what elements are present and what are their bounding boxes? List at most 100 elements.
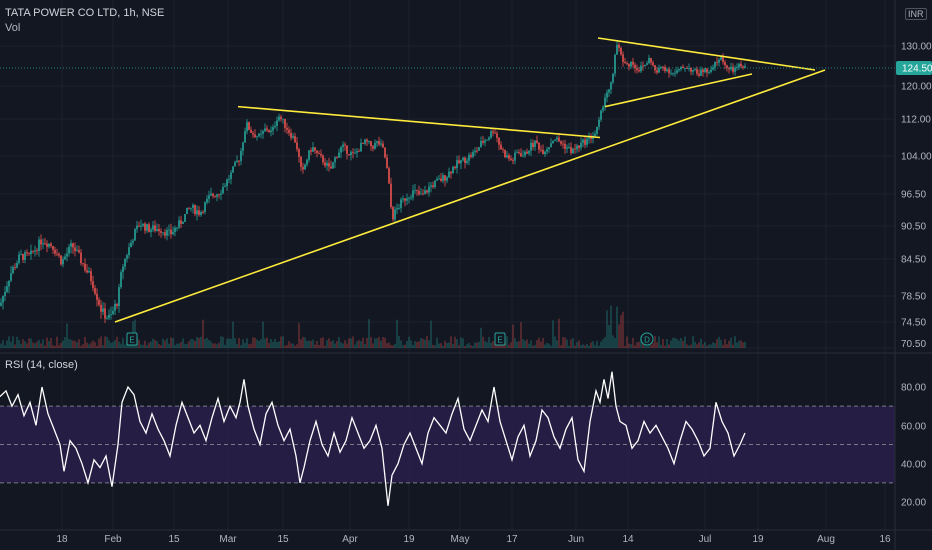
currency-label[interactable]: INR (905, 8, 927, 20)
symbol-title[interactable]: TATA POWER CO LTD, 1h, NSE (5, 7, 165, 19)
volume-bar (20, 343, 22, 348)
volume-bar (194, 340, 196, 348)
volume-bar (426, 336, 428, 348)
volume-bar (320, 338, 322, 348)
volume-bar (48, 341, 50, 348)
candle-body (558, 137, 560, 142)
volume-bar (460, 337, 462, 348)
candle-body (700, 69, 702, 76)
candle-body (294, 136, 296, 143)
volume-bar (40, 343, 42, 348)
volume-bar (4, 345, 6, 348)
candle-body (34, 250, 36, 252)
candle-body (356, 151, 358, 153)
candle-body (742, 66, 744, 68)
volume-bar (392, 345, 394, 348)
candle-body (30, 250, 32, 255)
trendline-0 (114, 69, 826, 323)
volume-bar (420, 337, 422, 348)
volume-bar (584, 345, 586, 348)
volume-bar (552, 320, 554, 348)
volume-bars (0, 305, 746, 348)
volume-bar (556, 340, 558, 348)
volume-bar (332, 340, 334, 348)
volume-bar (534, 344, 536, 348)
volume-bar (234, 338, 236, 348)
candle-body (420, 193, 422, 195)
volume-bar (550, 345, 552, 348)
volume-bar (582, 344, 584, 348)
candle-body (550, 143, 552, 148)
volume-bar (408, 336, 410, 348)
rsi-tick-label: 80.00 (901, 383, 926, 394)
volume-bar (672, 337, 674, 348)
candle-body (364, 139, 366, 144)
candle-body (720, 57, 722, 60)
candle-body (728, 67, 730, 70)
volume-bar (508, 344, 510, 348)
candle-body (394, 209, 396, 220)
candle-body (32, 250, 34, 252)
price-axis[interactable]: 124.50 130.00 120.00 112.00 104.00 96.50 90.50… (0, 42, 932, 351)
volume-bar (76, 342, 78, 348)
candle-body (286, 127, 288, 130)
volume-bar (30, 338, 32, 348)
candle-body (96, 293, 98, 300)
volume-bar (542, 337, 544, 348)
volume-bar (558, 318, 560, 348)
candle-body (334, 157, 336, 163)
volume-bar (538, 337, 540, 348)
candle-body (338, 152, 340, 158)
trendlines[interactable] (114, 37, 826, 323)
volume-bar (716, 339, 718, 348)
candle-body (266, 128, 268, 131)
volume-bar (360, 341, 362, 348)
volume-bar (562, 337, 564, 348)
candle-body (580, 142, 582, 148)
volume-bar (488, 336, 490, 348)
volume-bar (416, 341, 418, 348)
volume-bar (256, 339, 258, 348)
time-tick-label: Jun (568, 534, 584, 545)
candle-body (162, 232, 164, 234)
rsi-axis[interactable]: 80.00 60.00 40.00 20.00 (901, 383, 926, 509)
candle-body (40, 239, 42, 245)
volume-bar (586, 343, 588, 348)
volume-bar (638, 341, 640, 348)
candle-body (444, 175, 446, 181)
candle-body (208, 195, 210, 199)
candle-body (358, 151, 360, 152)
volume-bar (228, 338, 230, 348)
volume-bar (380, 340, 382, 348)
candle-body (302, 166, 304, 170)
candle-body (60, 255, 62, 265)
volume-bar (150, 341, 152, 348)
time-axis[interactable]: 18 Feb 15 Mar 15 Apr 19 May 17 Jun 14 Jul 19 Aug 16 (56, 534, 891, 545)
candle-body (440, 178, 442, 181)
candle-body (16, 262, 18, 268)
volume-bar (242, 339, 244, 348)
candle-body (608, 89, 610, 93)
volume-bar (330, 341, 332, 348)
candle-body (636, 68, 638, 71)
candle-body (686, 68, 688, 69)
volume-bar (356, 341, 358, 348)
volume-bar (284, 345, 286, 348)
volume-bar (450, 336, 452, 348)
volume-bar (628, 343, 630, 348)
volume-bar (430, 320, 432, 348)
volume-bar (252, 337, 254, 348)
volume-bar (704, 341, 706, 348)
price-tick-label: 112.00 (901, 115, 931, 126)
rsi-legend[interactable]: RSI (14, close) (5, 359, 78, 371)
volume-bar (160, 345, 162, 348)
volume-bar (468, 342, 470, 348)
volume-bar (316, 341, 318, 348)
volume-bar (616, 306, 618, 348)
candle-body (134, 229, 136, 241)
volume-legend[interactable]: Vol (5, 22, 21, 34)
volume-bar (522, 339, 524, 348)
volume-bar (344, 340, 346, 348)
